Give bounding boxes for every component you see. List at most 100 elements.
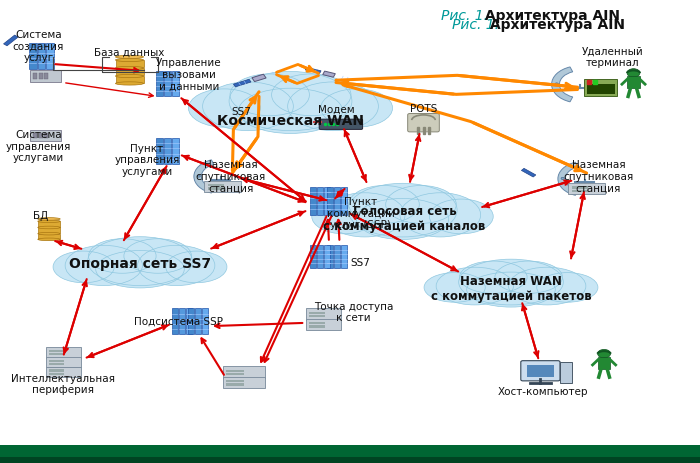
Ellipse shape — [459, 262, 527, 294]
Ellipse shape — [509, 268, 586, 305]
FancyBboxPatch shape — [44, 74, 48, 80]
Text: Точка доступа
к сети: Точка доступа к сети — [314, 301, 393, 323]
Circle shape — [598, 350, 610, 358]
Text: Пункт
управления
услугами: Пункт управления услугами — [114, 144, 180, 177]
Ellipse shape — [323, 196, 482, 231]
Ellipse shape — [348, 184, 457, 238]
FancyBboxPatch shape — [568, 184, 605, 195]
FancyBboxPatch shape — [208, 188, 224, 190]
FancyBboxPatch shape — [0, 445, 700, 463]
FancyBboxPatch shape — [188, 309, 195, 334]
FancyBboxPatch shape — [572, 190, 587, 193]
FancyBboxPatch shape — [309, 325, 325, 328]
Ellipse shape — [88, 239, 156, 274]
Ellipse shape — [96, 251, 184, 288]
Text: Удаленный
терминал: Удаленный терминал — [582, 46, 643, 68]
Ellipse shape — [386, 186, 456, 224]
Ellipse shape — [38, 227, 60, 229]
FancyBboxPatch shape — [38, 44, 46, 69]
FancyBboxPatch shape — [334, 245, 340, 269]
FancyBboxPatch shape — [226, 373, 244, 375]
Polygon shape — [233, 80, 251, 88]
Polygon shape — [305, 68, 321, 74]
Ellipse shape — [324, 194, 405, 238]
FancyBboxPatch shape — [306, 309, 341, 320]
Ellipse shape — [116, 56, 144, 59]
FancyBboxPatch shape — [341, 245, 347, 269]
Text: SS7: SS7 — [351, 257, 370, 267]
Text: База данных: База данных — [94, 47, 164, 57]
Text: Космическая WAN: Космическая WAN — [217, 113, 364, 127]
Text: Наземная
спутниковая
станция: Наземная спутниковая станция — [196, 160, 266, 193]
FancyBboxPatch shape — [208, 185, 224, 187]
FancyBboxPatch shape — [116, 69, 144, 76]
FancyBboxPatch shape — [195, 309, 202, 334]
Ellipse shape — [53, 251, 114, 283]
Circle shape — [627, 69, 640, 78]
FancyBboxPatch shape — [324, 245, 330, 269]
FancyBboxPatch shape — [324, 188, 330, 215]
Ellipse shape — [230, 75, 309, 116]
FancyBboxPatch shape — [29, 44, 36, 69]
FancyBboxPatch shape — [327, 245, 333, 269]
Text: Наземная
спутниковая
станция: Наземная спутниковая станция — [564, 160, 634, 193]
Text: SS7: SS7 — [232, 106, 251, 117]
Ellipse shape — [88, 237, 192, 286]
Ellipse shape — [239, 89, 342, 134]
Ellipse shape — [166, 251, 227, 283]
FancyBboxPatch shape — [38, 74, 43, 80]
Text: Пункт
коммутации
услуг (SSP): Пункт коммутации услуг (SSP) — [327, 197, 394, 230]
Ellipse shape — [38, 220, 60, 223]
Ellipse shape — [202, 83, 293, 131]
FancyBboxPatch shape — [310, 245, 316, 269]
FancyBboxPatch shape — [49, 353, 64, 356]
FancyBboxPatch shape — [38, 222, 60, 227]
Text: Опорная сеть SS7: Опорная сеть SS7 — [69, 256, 211, 270]
Text: Архитектура AIN: Архитектура AIN — [480, 9, 620, 23]
FancyBboxPatch shape — [306, 319, 341, 330]
FancyBboxPatch shape — [38, 133, 43, 139]
Polygon shape — [252, 75, 266, 82]
Text: Хост-компьютер: Хост-компьютер — [497, 387, 588, 397]
FancyBboxPatch shape — [46, 367, 80, 377]
Polygon shape — [323, 72, 335, 78]
Polygon shape — [4, 36, 18, 47]
FancyBboxPatch shape — [38, 234, 60, 240]
FancyBboxPatch shape — [164, 139, 171, 164]
Text: Модем: Модем — [318, 104, 354, 114]
Ellipse shape — [424, 273, 485, 303]
FancyBboxPatch shape — [0, 457, 700, 463]
FancyBboxPatch shape — [572, 187, 587, 189]
Ellipse shape — [229, 72, 352, 131]
FancyBboxPatch shape — [521, 361, 560, 381]
Ellipse shape — [116, 75, 144, 79]
Text: Наземная WAN
с коммутацией пакетов: Наземная WAN с коммутацией пакетов — [430, 274, 592, 302]
FancyBboxPatch shape — [334, 188, 340, 215]
FancyBboxPatch shape — [407, 114, 440, 132]
Polygon shape — [522, 169, 536, 178]
FancyBboxPatch shape — [49, 373, 64, 375]
Ellipse shape — [495, 262, 563, 294]
FancyBboxPatch shape — [178, 309, 185, 334]
Circle shape — [555, 84, 559, 86]
Ellipse shape — [458, 260, 564, 305]
FancyBboxPatch shape — [46, 44, 54, 69]
Ellipse shape — [467, 273, 555, 307]
FancyBboxPatch shape — [310, 188, 316, 215]
Text: Управление
вызовами
и данными: Управление вызовами и данными — [156, 58, 222, 91]
FancyBboxPatch shape — [30, 131, 61, 142]
FancyBboxPatch shape — [44, 133, 48, 139]
FancyBboxPatch shape — [309, 315, 325, 318]
Text: Подсистема SSP: Подсистема SSP — [134, 316, 223, 326]
Ellipse shape — [138, 246, 215, 286]
FancyBboxPatch shape — [38, 228, 60, 234]
Ellipse shape — [436, 268, 513, 305]
Ellipse shape — [116, 82, 144, 86]
Text: Архитектура AIN: Архитектура AIN — [485, 18, 625, 31]
FancyBboxPatch shape — [30, 71, 61, 82]
FancyBboxPatch shape — [223, 367, 265, 378]
FancyBboxPatch shape — [309, 312, 325, 314]
Ellipse shape — [38, 218, 60, 221]
Text: Система
создания
услуг: Система создания услуг — [13, 30, 64, 63]
Ellipse shape — [429, 200, 493, 234]
